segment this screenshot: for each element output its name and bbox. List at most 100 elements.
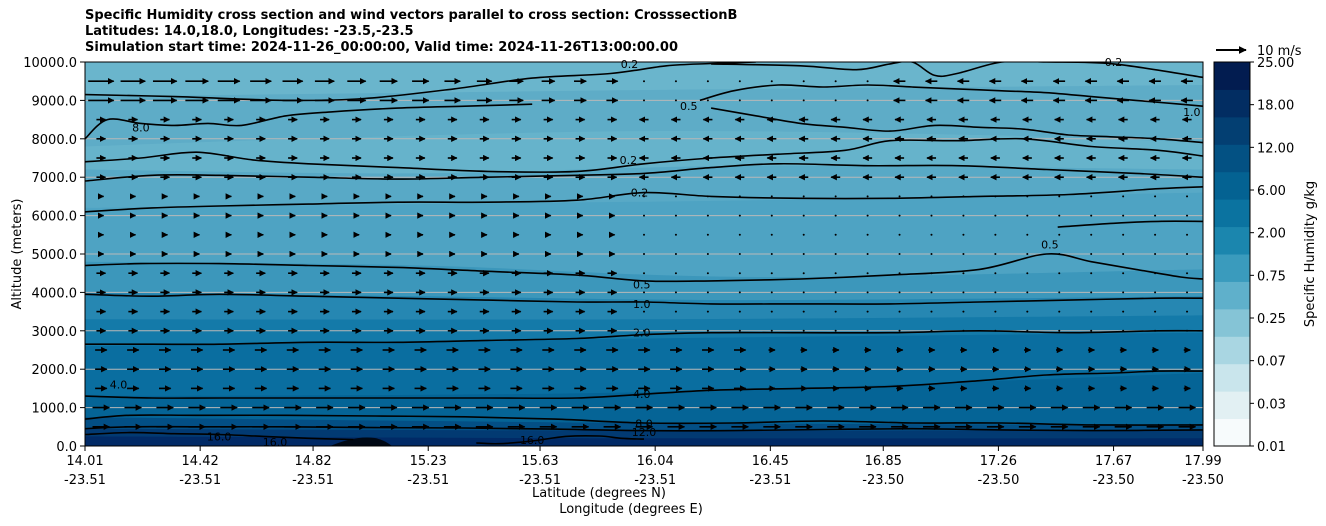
wind-vector xyxy=(834,214,837,217)
wind-vector xyxy=(1058,195,1061,198)
wind-vector xyxy=(930,272,933,275)
x-tick-label-lon: -23.51 xyxy=(407,473,449,488)
contour-line-1-0 xyxy=(710,107,1203,144)
wind-vector xyxy=(1090,253,1093,255)
x-tick-label-lat: 17.67 xyxy=(1095,454,1132,469)
x-tick-label-lon: -23.51 xyxy=(292,473,334,488)
wind-vector xyxy=(994,253,997,255)
wind-vector xyxy=(738,80,741,83)
wind-vector xyxy=(994,272,997,275)
contour-label: 12.0 xyxy=(632,426,657,439)
title-line-1: Specific Humidity cross section and wind… xyxy=(85,8,738,23)
x-tick-label-lon: -23.50 xyxy=(862,473,904,488)
wind-vector xyxy=(1122,214,1125,217)
x-tick-label-lat: 15.63 xyxy=(521,454,558,469)
wind-vector xyxy=(834,99,837,102)
wind-vector xyxy=(994,329,997,332)
contour-label: 4.0 xyxy=(110,379,128,392)
y-axis-label: Altitude (meters) xyxy=(10,199,25,310)
wind-vector xyxy=(994,214,997,217)
wind-vector xyxy=(898,195,901,198)
contour-line-4-0 xyxy=(85,370,1203,400)
contour-line-0-5 xyxy=(699,84,1203,107)
wind-vector xyxy=(770,214,773,217)
wind-vector xyxy=(1154,253,1157,255)
wind-vector xyxy=(1026,272,1029,275)
wind-vector xyxy=(1026,233,1029,236)
contour-label: 1.0 xyxy=(633,298,651,311)
wind-vector xyxy=(866,214,869,217)
contour-line-2-0 xyxy=(85,329,1203,346)
colorbar-tick-label: 0.75 xyxy=(1257,269,1286,284)
x-tick-label-lat: 16.04 xyxy=(637,454,674,469)
colorbar-segment xyxy=(1214,116,1250,145)
wind-vector xyxy=(1122,233,1125,236)
quiver-key-label: 10 m/s xyxy=(1257,44,1302,59)
wind-vector xyxy=(706,329,709,332)
wind-vector xyxy=(802,253,805,255)
wind-vector xyxy=(834,80,837,83)
wind-vector xyxy=(674,291,677,294)
wind-vector xyxy=(930,214,933,217)
wind-vector xyxy=(962,233,965,236)
chart-title: Specific Humidity cross section and wind… xyxy=(85,8,737,56)
wind-vector xyxy=(994,310,997,313)
x-tick-label-lat: 16.85 xyxy=(865,454,902,469)
wind-vector xyxy=(1058,253,1061,255)
contour-line-8-0 xyxy=(85,414,1203,426)
wind-vectors xyxy=(88,77,1197,430)
wind-vector xyxy=(1154,233,1157,236)
contour-label: 0.2 xyxy=(620,154,638,167)
wind-vector xyxy=(738,195,741,198)
wind-vector xyxy=(898,253,901,255)
wind-vector xyxy=(706,195,709,198)
wind-vector xyxy=(866,80,869,83)
y-tick-label: 4000.0 xyxy=(32,286,78,301)
y-tick-label: 7000.0 xyxy=(32,171,78,186)
wind-vector xyxy=(898,214,901,217)
colorbar-segment xyxy=(1214,226,1250,255)
wind-vector xyxy=(1026,195,1029,198)
wind-vector xyxy=(738,99,741,102)
wind-vector xyxy=(834,253,837,255)
contour-line-16-0 xyxy=(476,434,645,445)
wind-vector xyxy=(738,329,741,332)
wind-vector xyxy=(674,272,677,275)
wind-vector xyxy=(930,291,933,294)
colorbar-segment xyxy=(1214,144,1250,173)
wind-vector xyxy=(994,233,997,236)
wind-vector xyxy=(738,253,741,255)
y-tick-label: 10000.0 xyxy=(23,56,77,71)
wind-vector xyxy=(962,214,965,217)
colorbar-label: Specific Humidity g/kg xyxy=(1303,181,1318,327)
contour-label: 0.5 xyxy=(1041,238,1059,251)
contour-label: 0.2 xyxy=(631,187,649,200)
x-tick-label-lon: -23.51 xyxy=(519,473,561,488)
wind-vector xyxy=(674,195,677,198)
wind-vector xyxy=(770,80,773,83)
contour-label: 16.0 xyxy=(263,436,288,449)
wind-vector xyxy=(1058,214,1061,217)
wind-vector xyxy=(706,99,709,102)
y-tick-label: 1000.0 xyxy=(32,402,78,417)
y-tick-label: 0.0 xyxy=(56,440,77,455)
contour-label: 0.2 xyxy=(621,58,639,71)
wind-vector xyxy=(770,329,773,332)
colorbar-tick-label: 0.07 xyxy=(1257,355,1286,370)
colorbar-segment xyxy=(1214,254,1250,282)
wind-vector xyxy=(770,272,773,275)
contour-line-1-0 xyxy=(85,293,1203,305)
wind-vector xyxy=(898,329,901,332)
wind-vector xyxy=(962,310,965,313)
wind-vector xyxy=(1090,272,1093,275)
wind-vector xyxy=(674,253,677,255)
x-tick-label-lat: 16.45 xyxy=(752,454,789,469)
wind-vector xyxy=(1186,272,1189,275)
wind-vector xyxy=(706,291,709,294)
wind-vector xyxy=(1058,329,1061,332)
x-tick-label-lon: -23.51 xyxy=(634,473,676,488)
wind-vector xyxy=(962,253,965,255)
wind-vector xyxy=(962,291,965,294)
wind-vector xyxy=(643,329,645,332)
